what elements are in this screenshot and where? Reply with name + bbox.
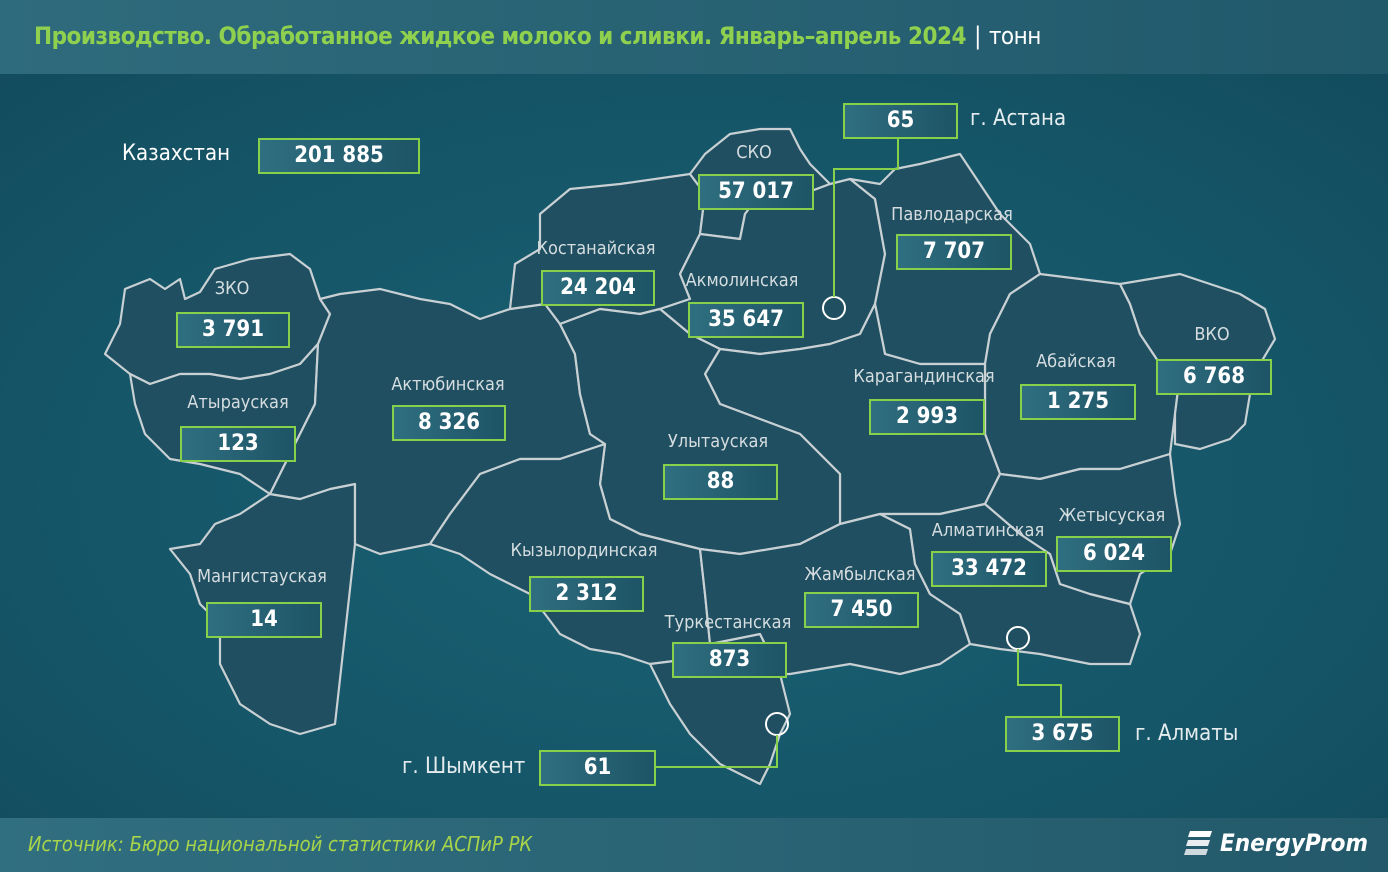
- title-text: Производство. Обработанное жидкое молоко…: [34, 22, 967, 50]
- region-label-almaty: Алматинская: [931, 520, 1045, 541]
- region-value-turkestan: 873: [672, 642, 787, 678]
- region-label-mangistau: Мангистауская: [197, 566, 327, 587]
- region-label-atyrau: Атырауская: [187, 392, 289, 413]
- page-title: Производство. Обработанное жидкое молоко…: [34, 22, 1041, 50]
- region-value-almaty: 33 472: [931, 551, 1047, 587]
- region-label-sko: СКО: [736, 142, 772, 163]
- logo-text: EnergyProm: [1219, 829, 1368, 857]
- region-label-zko: ЗКО: [214, 278, 250, 299]
- region-label-kyzylorda: Кызылординская: [510, 540, 658, 561]
- region-value-vko: 6 768: [1156, 359, 1272, 395]
- region-value-zko: 3 791: [176, 312, 290, 348]
- region-label-abai: Абайская: [1036, 351, 1116, 372]
- region-label-akmola: Акмолинская: [685, 270, 799, 291]
- region-value-zhambyl: 7 450: [804, 592, 919, 628]
- region-label-aktobe: Актюбинская: [391, 374, 505, 395]
- almaty-leader-line: [1017, 649, 1062, 717]
- region-label-zhetysu: Жетысуская: [1058, 505, 1166, 526]
- city-value-astana: 65: [843, 103, 958, 139]
- region-value-karaganda: 2 993: [869, 399, 985, 435]
- astana-leader-line: [833, 136, 899, 297]
- region-value-akmola: 35 647: [688, 302, 804, 338]
- total-value-box: 201 885: [258, 138, 420, 174]
- footer: Источник: Бюро национальной статистики А…: [0, 818, 1388, 872]
- energyprom-logo: EnergyProm: [1183, 828, 1368, 858]
- map-area: Казахстан 201 885 ЗКО 3 791 Атырауская 1…: [0, 74, 1388, 818]
- unit-label: тонн: [988, 22, 1042, 50]
- shymkent-leader-line: [655, 735, 778, 768]
- region-label-kostanay: Костанайская: [536, 238, 656, 259]
- region-label-zhambyl: Жамбылская: [804, 564, 916, 585]
- region-label-vko: ВКО: [1194, 324, 1230, 345]
- header: Производство. Обработанное жидкое молоко…: [0, 0, 1388, 74]
- region-value-sko: 57 017: [698, 174, 814, 210]
- region-value-kostanay: 24 204: [541, 270, 655, 306]
- title-separator: |: [974, 22, 981, 50]
- region-value-zhetysu: 6 024: [1056, 536, 1172, 572]
- energyprom-logo-icon: [1183, 831, 1212, 855]
- region-value-kyzylorda: 2 312: [529, 576, 644, 612]
- region-label-turkestan: Туркестанская: [664, 612, 792, 633]
- region-value-mangistau: 14: [206, 602, 322, 638]
- city-label-almaty: г. Алматы: [1135, 721, 1239, 746]
- region-value-pavlodar: 7 707: [896, 234, 1012, 270]
- region-value-ulytau: 88: [663, 464, 778, 500]
- region-label-karaganda: Карагандинская: [853, 366, 995, 387]
- region-value-abai: 1 275: [1020, 384, 1136, 420]
- city-label-shymkent: г. Шымкент: [402, 754, 526, 779]
- city-label-astana: г. Астана: [970, 106, 1067, 131]
- region-label-pavlodar: Павлодарская: [891, 204, 1013, 225]
- city-value-shymkent: 61: [539, 750, 656, 786]
- region-value-aktobe: 8 326: [392, 405, 506, 441]
- total-label: Казахстан: [122, 141, 231, 166]
- region-label-ulytau: Улытауская: [667, 431, 769, 452]
- region-value-atyrau: 123: [180, 426, 296, 462]
- source-text: Источник: Бюро национальной статистики А…: [28, 832, 533, 856]
- city-value-almaty: 3 675: [1005, 716, 1120, 752]
